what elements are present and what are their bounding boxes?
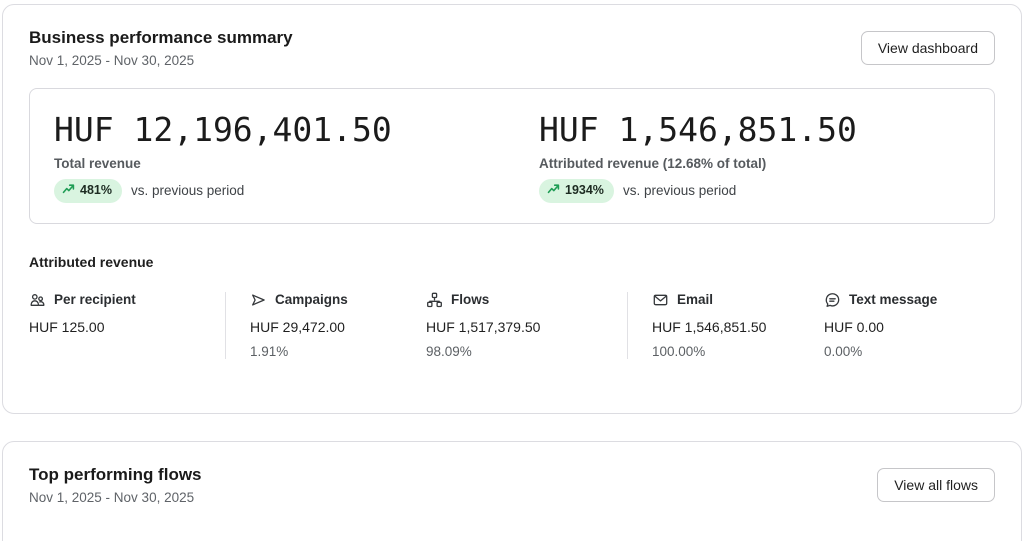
total-revenue-block: HUF 12,196,401.50 Total revenue 481% vs.… [54, 111, 539, 203]
total-revenue-change-percent: 481% [80, 183, 112, 198]
chat-bubble-icon [824, 292, 841, 308]
email-icon [652, 292, 669, 308]
metric-email-label: Email [677, 292, 714, 308]
top-flows-title: Top performing flows [29, 465, 202, 484]
metric-text-message-value: HUF 0.00 [824, 318, 884, 335]
attributed-revenue-metrics: Per recipient HUF 125.00 Campaigns HUF 2… [29, 291, 995, 359]
total-revenue-change-caption: vs. previous period [130, 183, 245, 199]
trend-up-icon [547, 183, 560, 199]
metric-campaigns-label: Campaigns [275, 292, 348, 308]
business-performance-card: Business performance summary Nov 1, 2025… [2, 4, 1022, 414]
metric-text-message: Text message HUF 0.00 0.00% [824, 292, 995, 359]
metrics-divider [627, 291, 628, 359]
metric-per-recipient-value: HUF 125.00 [29, 318, 105, 335]
metric-email-percent: 100.00% [652, 343, 706, 359]
metric-campaigns-percent: 1.91% [250, 343, 289, 359]
attributed-revenue-amount: HUF 1,546,851.50 [539, 110, 857, 150]
metric-per-recipient-header: Per recipient [29, 292, 225, 308]
metric-per-recipient-label: Per recipient [54, 292, 136, 308]
metric-email: Email HUF 1,546,851.50 100.00% [652, 292, 824, 359]
page-title: Business performance summary [29, 28, 293, 47]
metric-flows-header: Flows [426, 292, 627, 308]
top-flows-date-range: Nov 1, 2025 - Nov 30, 2025 [29, 490, 195, 506]
business-performance-header: Business performance summary Nov 1, 2025… [29, 27, 995, 68]
metric-email-value: HUF 1,546,851.50 [652, 318, 767, 335]
view-dashboard-button[interactable]: View dashboard [860, 31, 995, 65]
business-performance-header-text: Business performance summary Nov 1, 2025… [29, 27, 293, 68]
date-range: Nov 1, 2025 - Nov 30, 2025 [29, 53, 195, 69]
revenue-summary-box: HUF 12,196,401.50 Total revenue 481% vs.… [29, 88, 995, 224]
attributed-revenue-block: HUF 1,546,851.50 Attributed revenue (12.… [539, 111, 857, 203]
view-all-flows-button[interactable]: View all flows [877, 468, 995, 502]
top-flows-header-text: Top performing flows Nov 1, 2025 - Nov 3… [29, 464, 202, 505]
attributed-revenue-change-percent: 1934% [565, 183, 604, 198]
attributed-revenue-section-heading: Attributed revenue [29, 253, 154, 270]
attributed-revenue-label: Attributed revenue (12.68% of total) [539, 156, 767, 172]
flow-icon [426, 292, 443, 308]
attributed-revenue-change-row: 1934% vs. previous period [539, 179, 857, 203]
top-flows-header: Top performing flows Nov 1, 2025 - Nov 3… [29, 464, 995, 505]
metric-flows-percent: 98.09% [426, 343, 472, 359]
top-performing-flows-card: Top performing flows Nov 1, 2025 - Nov 3… [2, 441, 1022, 541]
trend-up-icon [62, 183, 75, 199]
metric-text-message-label: Text message [849, 292, 938, 308]
metric-text-message-header: Text message [824, 292, 995, 308]
total-revenue-amount: HUF 12,196,401.50 [54, 110, 392, 150]
metric-email-header: Email [652, 292, 824, 308]
metric-flows-value: HUF 1,517,379.50 [426, 318, 541, 335]
metric-campaigns-value: HUF 29,472.00 [250, 318, 345, 335]
metric-text-message-percent: 0.00% [824, 343, 863, 359]
people-icon [29, 292, 46, 308]
metrics-divider [225, 291, 226, 359]
metric-flows: Flows HUF 1,517,379.50 98.09% [426, 292, 627, 359]
send-icon [250, 292, 267, 308]
metric-campaigns-header: Campaigns [250, 292, 426, 308]
total-revenue-change-row: 481% vs. previous period [54, 179, 539, 203]
metric-per-recipient: Per recipient HUF 125.00 [29, 292, 225, 359]
attributed-revenue-change-caption: vs. previous period [622, 183, 737, 199]
attributed-revenue-change-badge: 1934% [539, 179, 614, 203]
total-revenue-label: Total revenue [54, 156, 141, 172]
metric-campaigns: Campaigns HUF 29,472.00 1.91% [250, 292, 426, 359]
total-revenue-change-badge: 481% [54, 179, 122, 203]
metric-flows-label: Flows [451, 292, 490, 308]
